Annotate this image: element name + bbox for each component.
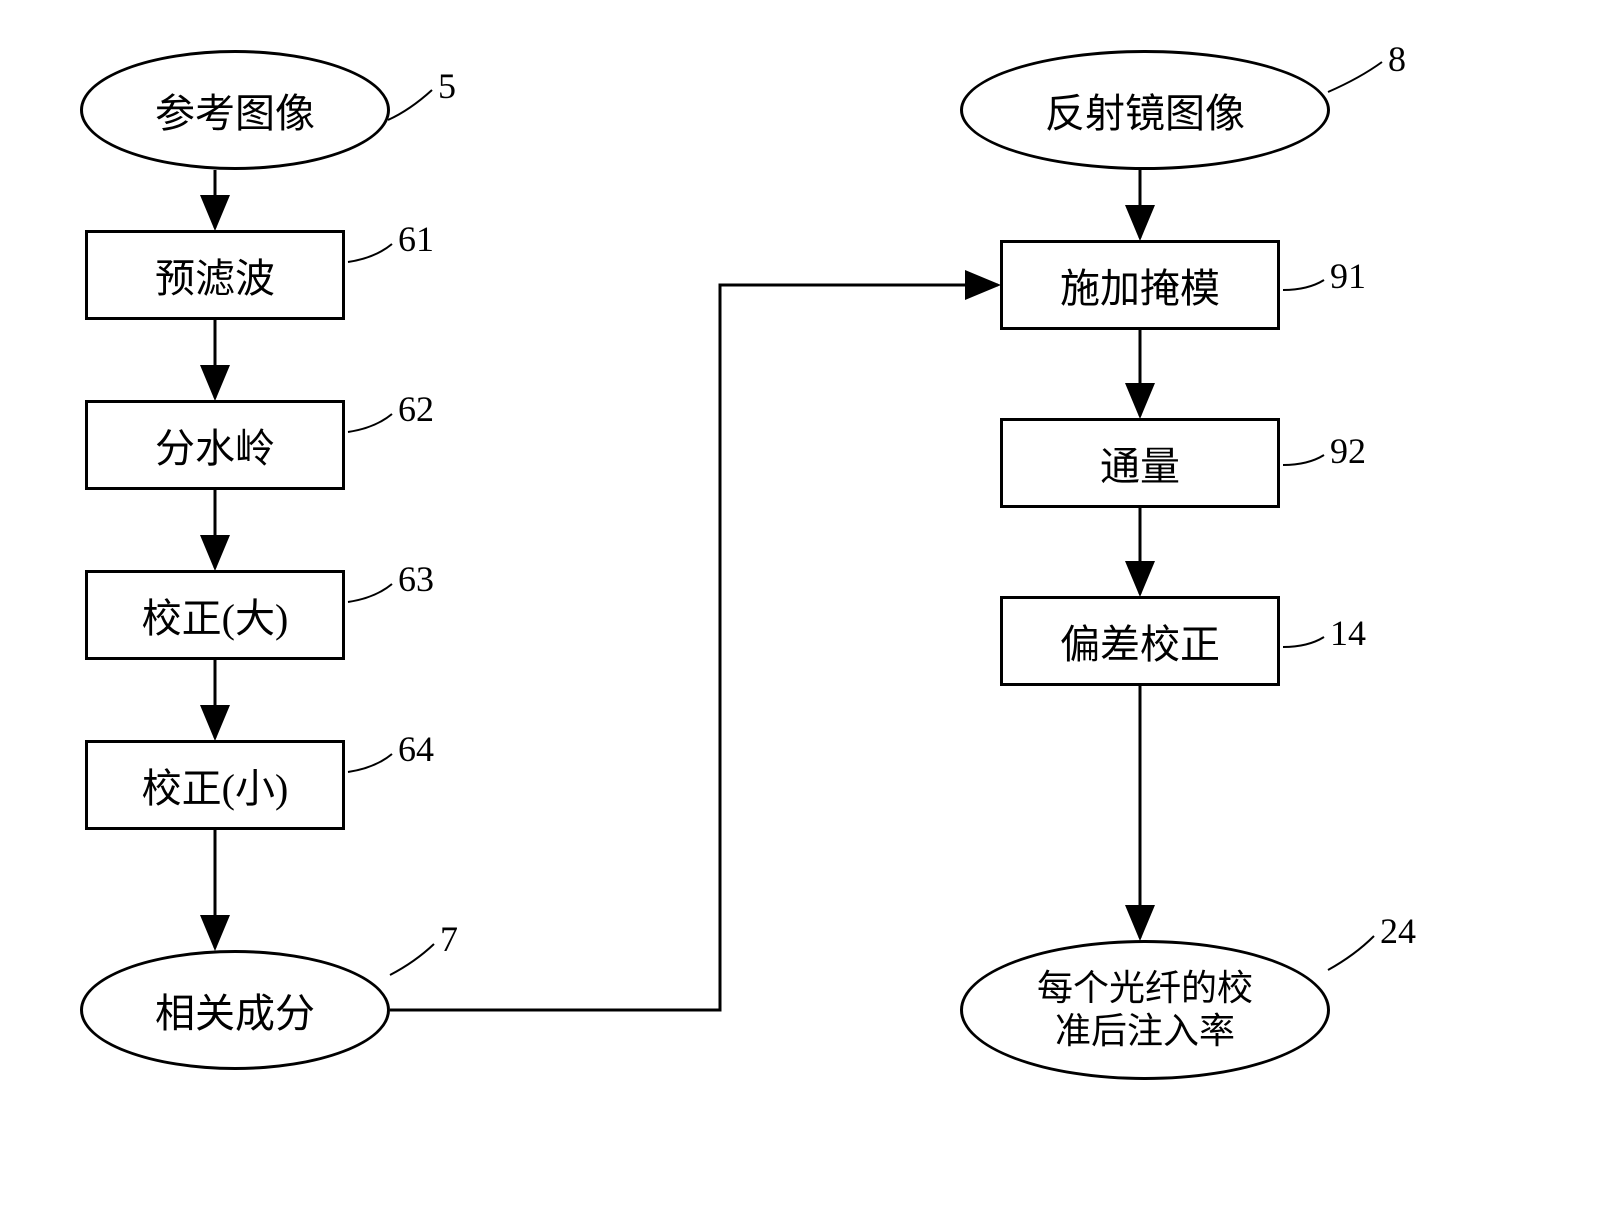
node-text-line1: 每个光纤的校 [1037,967,1253,1010]
node-watershed: 分水岭 [85,400,345,490]
ref-label-14: 14 [1330,612,1366,654]
node-related-comp: 相关成分 [80,950,390,1070]
node-injection-rate: 每个光纤的校 准后注入率 [960,940,1330,1080]
node-prefilter: 预滤波 [85,230,345,320]
node-apply-mask: 施加掩模 [1000,240,1280,330]
ref-label-62: 62 [398,388,434,430]
ref-label-8: 8 [1388,38,1406,80]
leader-5 [388,90,432,120]
node-mirror-image: 反射镜图像 [960,50,1330,170]
node-text: 校正(大) [142,586,289,644]
node-text-line2: 准后注入率 [1055,1010,1235,1053]
leader-61 [348,244,392,262]
leader-14 [1283,637,1324,647]
node-text: 通量 [1100,434,1180,492]
edge-related-comp-to-apply-mask [390,285,998,1010]
leader-7 [390,944,434,975]
ref-label-92: 92 [1330,430,1366,472]
leader-62 [348,414,392,432]
node-ref-image: 参考图像 [80,50,390,170]
ref-label-61: 61 [398,218,434,260]
node-text: 反射镜图像 [1045,81,1245,139]
node-text: 施加掩模 [1060,256,1220,314]
ref-label-5: 5 [438,65,456,107]
node-flux: 通量 [1000,418,1280,508]
leader-63 [348,584,392,602]
node-text: 偏差校正 [1060,612,1220,670]
node-correct-small: 校正(小) [85,740,345,830]
node-text: 分水岭 [155,416,275,474]
node-text: 预滤波 [155,246,275,304]
ref-label-24: 24 [1380,910,1416,952]
node-bias-correct: 偏差校正 [1000,596,1280,686]
leader-91 [1283,280,1324,290]
node-text: 相关成分 [155,981,315,1039]
ref-label-91: 91 [1330,255,1366,297]
leader-92 [1283,455,1324,465]
ref-label-64: 64 [398,728,434,770]
node-text: 参考图像 [155,81,315,139]
node-correct-large: 校正(大) [85,570,345,660]
leader-8 [1328,62,1382,92]
leader-64 [348,754,392,772]
leader-24 [1328,936,1374,970]
ref-label-63: 63 [398,558,434,600]
node-text: 校正(小) [142,756,289,814]
ref-label-7: 7 [440,918,458,960]
